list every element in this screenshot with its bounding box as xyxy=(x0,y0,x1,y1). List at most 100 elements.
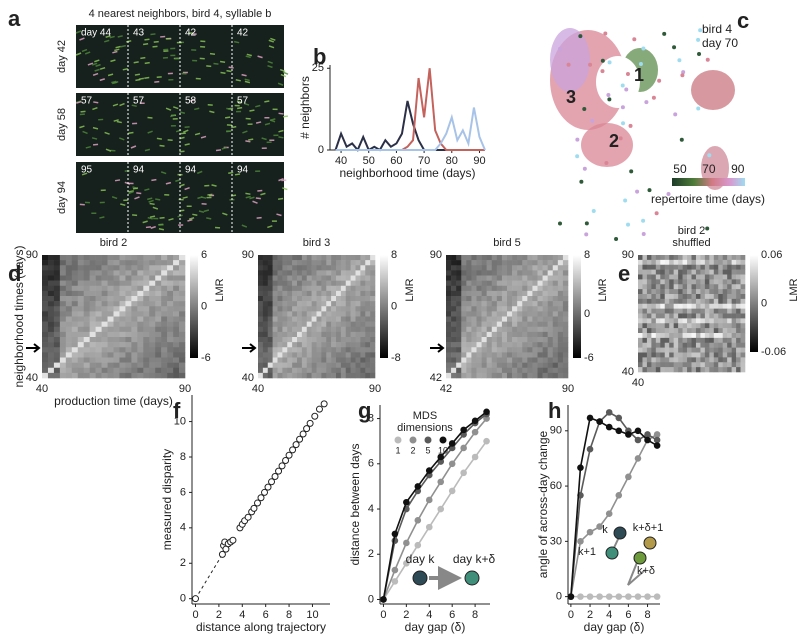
heatmap-cell xyxy=(655,298,661,305)
heatmap-cell xyxy=(501,357,508,363)
heatmap-cell xyxy=(331,275,337,281)
spectrogram-stroke xyxy=(152,206,159,210)
heatmap-cell xyxy=(331,280,337,287)
heatmap-cell xyxy=(155,275,162,281)
x-tick-label: 80 xyxy=(446,155,458,167)
spectrogram-stroke xyxy=(128,190,134,195)
heatmap-cell xyxy=(119,296,126,302)
colorbar-tick-label: 0 xyxy=(391,300,397,312)
heatmap-cell xyxy=(262,367,269,374)
heatmap-cell xyxy=(277,362,283,369)
heatmap-cell xyxy=(360,301,366,307)
heatmap-cell xyxy=(678,328,683,334)
heatmap-cell xyxy=(517,275,523,281)
heatmap-cell xyxy=(59,362,67,369)
heatmap-cell xyxy=(59,316,67,322)
heatmap-cell xyxy=(59,326,67,333)
heatmap-cell xyxy=(736,284,741,290)
heatmap-cell xyxy=(262,290,269,297)
heatmap-cell xyxy=(532,316,538,322)
heatmap-cell xyxy=(336,260,342,266)
heatmap-cell xyxy=(71,331,79,338)
heatmap-cell xyxy=(552,316,559,322)
heatmap-cell xyxy=(65,372,73,379)
heatmap-cell xyxy=(125,362,132,369)
heatmap-cell xyxy=(119,362,126,369)
series-line xyxy=(570,416,658,597)
heatmap-cell xyxy=(365,347,371,353)
heatmap-cell xyxy=(155,311,162,317)
heatmap-cell xyxy=(740,298,746,305)
heatmap-cell xyxy=(481,280,487,287)
heatmap-cell xyxy=(646,274,652,280)
heatmap-cell xyxy=(258,367,264,374)
heatmap-cell xyxy=(740,303,746,309)
spectrogram-stroke xyxy=(260,192,266,196)
day-label: 95 xyxy=(81,165,93,176)
heatmap-cell xyxy=(466,306,472,312)
heatmap-cell xyxy=(491,362,498,369)
panel-label: e xyxy=(618,261,630,286)
heatmap-cell xyxy=(59,290,67,297)
spectrogram-stroke xyxy=(170,114,176,118)
y-tick-label: 40 xyxy=(26,372,38,384)
heatmap-cell xyxy=(119,331,126,338)
heatmap-cell xyxy=(350,326,356,333)
heatmap-cell xyxy=(287,321,293,328)
heatmap-cell xyxy=(660,303,666,309)
heatmap-cell xyxy=(297,311,303,317)
point xyxy=(306,419,314,427)
heatmap-cell xyxy=(143,321,150,328)
heatmap-cell xyxy=(113,265,120,271)
heatmap-cell xyxy=(486,342,493,348)
heatmap-cell xyxy=(552,347,559,353)
spectrogram-stroke xyxy=(119,137,125,141)
heatmap-cell xyxy=(149,326,156,333)
heatmap-cell xyxy=(350,316,356,322)
heatmap-cell xyxy=(340,265,347,271)
heatmap-cell xyxy=(562,285,569,292)
heatmap-cell xyxy=(476,326,482,333)
heatmap-cell xyxy=(77,260,85,266)
heatmap-cell xyxy=(345,296,351,302)
heatmap-cell xyxy=(466,316,472,322)
heatmap-cell xyxy=(47,280,55,287)
heatmap-cell xyxy=(722,318,728,324)
heatmap-cell xyxy=(331,296,337,302)
heatmap-cell xyxy=(512,265,518,271)
embedding-dot xyxy=(698,28,703,33)
heatmap-cell xyxy=(687,367,692,373)
heatmap-cell xyxy=(687,328,692,334)
heatmap-cell xyxy=(638,303,643,309)
spectrogram-stroke xyxy=(113,119,119,122)
heatmap-cell xyxy=(311,357,317,363)
heatmap-cell xyxy=(360,367,366,374)
heatmap-cell xyxy=(107,372,114,379)
heatmap-cell xyxy=(101,260,108,266)
heatmap-cell xyxy=(471,275,477,281)
heatmap-cell xyxy=(173,347,180,353)
heatmap-cell xyxy=(687,313,692,319)
heatmap-cell xyxy=(466,367,472,374)
y-tick-label: 8 xyxy=(368,412,374,424)
heatmap-cell xyxy=(651,367,657,373)
heatmap-cell xyxy=(718,318,724,324)
heatmap-cell xyxy=(664,323,670,329)
heatmap-cell xyxy=(131,275,138,281)
heatmap-cell xyxy=(512,306,518,312)
heatmap-cell xyxy=(95,321,102,328)
heatmap-cell xyxy=(731,362,737,368)
spectrogram-stroke xyxy=(198,210,205,213)
spectrogram-stroke xyxy=(276,213,282,217)
spectrogram-stroke xyxy=(109,35,115,39)
annotation: day k+δ xyxy=(453,552,496,566)
heatmap-cell xyxy=(736,259,741,266)
heatmap-cell xyxy=(731,289,737,295)
heatmap-cell xyxy=(137,352,144,358)
heatmap-cell xyxy=(695,318,701,324)
heatmap-cell xyxy=(552,296,559,302)
heatmap-cell xyxy=(131,301,138,307)
heatmap-cell xyxy=(345,255,351,261)
heatmap-cell xyxy=(501,352,508,358)
spectrogram-stroke xyxy=(115,45,121,49)
